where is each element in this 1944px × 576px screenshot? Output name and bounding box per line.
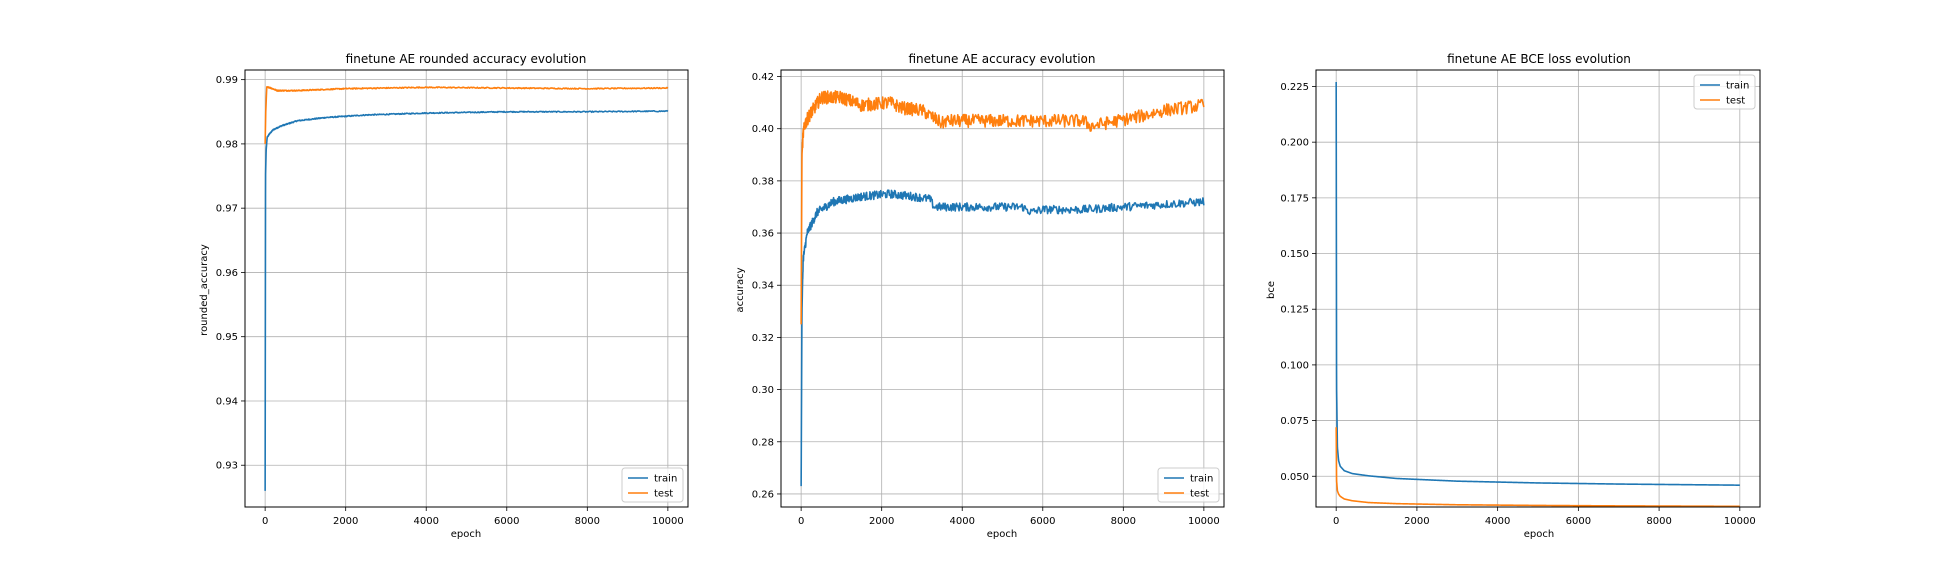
legend: train test [1693, 74, 1756, 110]
subplot-bce-loss: finetune AE BCE loss evolution epoch bce… [1266, 52, 1761, 540]
x-tick-label: 8000 [1111, 516, 1136, 527]
series-line-train [1335, 82, 1740, 486]
y-tick-label: 0.225 [1280, 82, 1309, 93]
legend-label-train: train [1726, 81, 1749, 92]
legend-label-test: test [654, 489, 673, 500]
y-tick-label: 0.050 [1280, 472, 1309, 483]
x-tick-label: 10000 [652, 516, 684, 527]
series-line-test [264, 86, 669, 145]
x-tick-label: 2000 [869, 516, 894, 527]
y-tick-label: 0.96 [216, 268, 238, 279]
subplot-rounded-accuracy: finetune AE rounded accuracy evolution e… [199, 52, 689, 540]
y-tick-label: 0.26 [752, 489, 774, 500]
x-tick-label: 2000 [1404, 516, 1429, 527]
x-tick-label: 10000 [1724, 516, 1756, 527]
chart-title: finetune AE accuracy evolution [909, 52, 1096, 66]
x-tick-label: 2000 [333, 516, 358, 527]
y-tick-label: 0.30 [752, 385, 774, 396]
series-line-test [1335, 427, 1740, 508]
y-tick-label: 0.99 [216, 75, 238, 86]
x-tick-label: 8000 [575, 516, 600, 527]
x-tick-label: 6000 [1566, 516, 1591, 527]
series-line-train [264, 109, 669, 491]
y-axis-label: bce [1266, 281, 1277, 299]
y-tick-label: 0.200 [1280, 138, 1309, 149]
x-tick-label: 6000 [1030, 516, 1055, 527]
y-tick-label: 0.175 [1280, 193, 1309, 204]
x-tick-label: 0 [262, 516, 268, 527]
x-tick-label: 4000 [414, 516, 439, 527]
series-line-train [800, 189, 1205, 487]
y-tick-label: 0.28 [752, 437, 774, 448]
y-tick-label: 0.95 [216, 332, 238, 343]
axes-frame [780, 69, 1225, 508]
y-tick-label: 0.150 [1280, 249, 1309, 260]
chart-title: finetune AE BCE loss evolution [1447, 52, 1631, 66]
y-tick-label: 0.100 [1280, 360, 1309, 371]
legend-label-train: train [1190, 474, 1213, 485]
y-tick-label: 0.98 [216, 139, 238, 150]
x-tick-label: 4000 [950, 516, 975, 527]
x-axis-label: epoch [451, 529, 481, 540]
y-axis-label: accuracy [735, 267, 746, 312]
x-tick-label: 10000 [1188, 516, 1220, 527]
y-tick-label: 0.93 [216, 461, 238, 472]
subplot-accuracy: finetune AE accuracy evolution epoch acc… [735, 52, 1225, 540]
y-tick-label: 0.125 [1280, 305, 1309, 316]
y-tick-label: 0.40 [752, 124, 774, 135]
y-tick-label: 0.36 [752, 229, 774, 240]
y-tick-label: 0.42 [752, 72, 774, 83]
x-tick-label: 8000 [1646, 516, 1671, 527]
chart-title: finetune AE rounded accuracy evolution [346, 52, 587, 66]
series-line-test [800, 90, 1205, 325]
y-tick-label: 0.97 [216, 204, 238, 215]
axes-frame [1315, 69, 1761, 508]
legend: train test [1157, 467, 1220, 503]
x-tick-label: 6000 [494, 516, 519, 527]
x-axis-label: epoch [1524, 529, 1554, 540]
y-axis-label: rounded_accuracy [199, 244, 210, 336]
y-tick-label: 0.34 [752, 281, 774, 292]
legend-label-train: train [654, 474, 677, 485]
y-tick-label: 0.94 [216, 396, 238, 407]
y-tick-label: 0.38 [752, 176, 774, 187]
x-tick-label: 4000 [1485, 516, 1510, 527]
legend-label-test: test [1190, 489, 1209, 500]
y-tick-label: 0.32 [752, 333, 774, 344]
legend-label-test: test [1726, 96, 1745, 107]
legend: train test [621, 467, 684, 503]
axes-frame [244, 69, 689, 508]
x-tick-label: 0 [1333, 516, 1339, 527]
x-tick-label: 0 [798, 516, 804, 527]
x-axis-label: epoch [987, 529, 1017, 540]
y-tick-label: 0.075 [1280, 416, 1309, 427]
